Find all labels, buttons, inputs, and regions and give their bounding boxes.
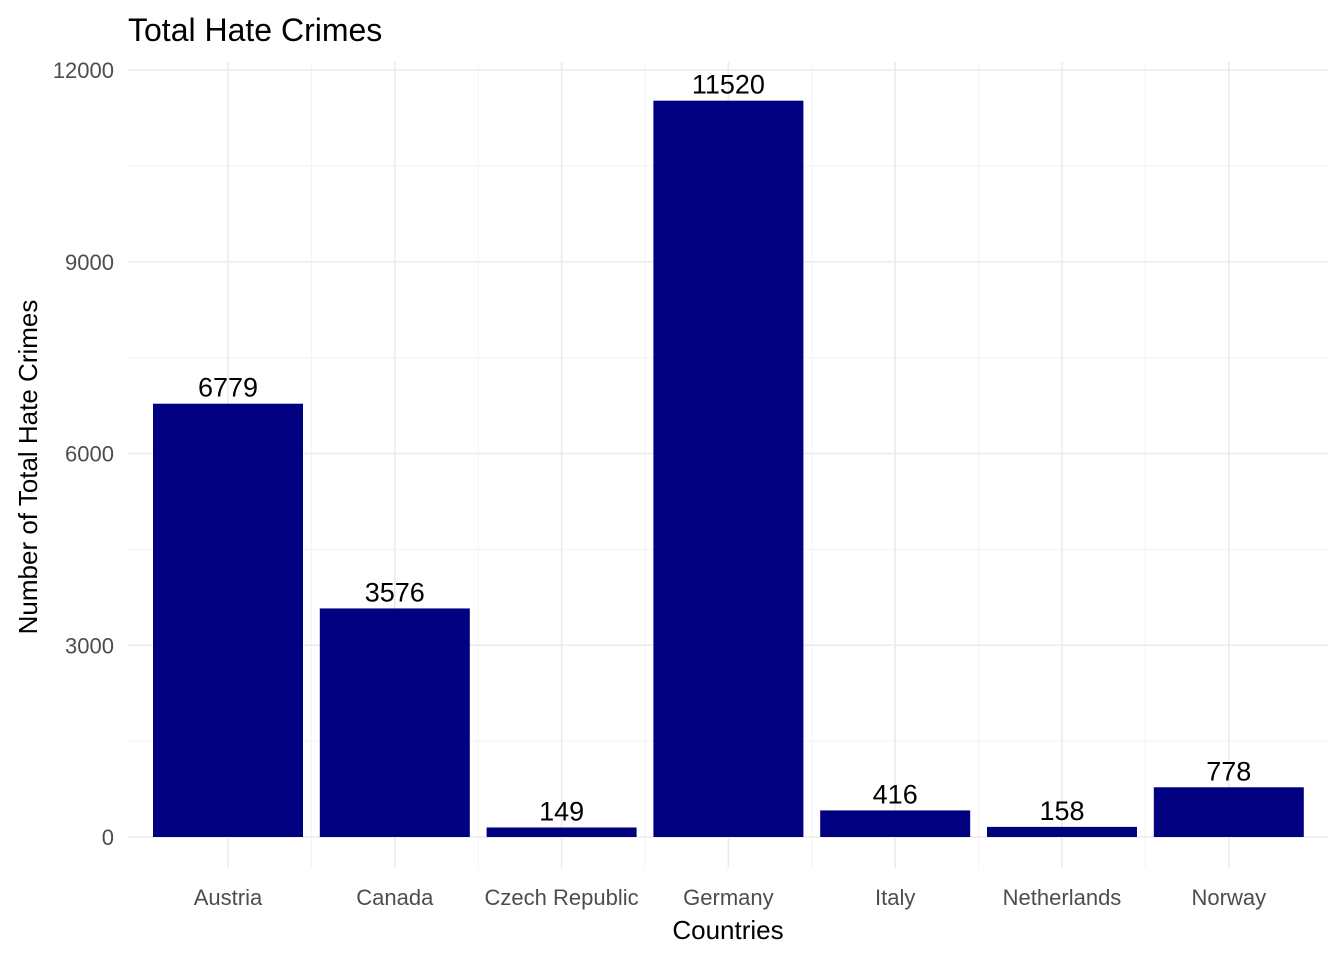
bar-value-label: 149 [539, 796, 584, 826]
x-tick-label: Netherlands [1003, 885, 1122, 910]
y-tick-label: 6000 [65, 442, 114, 467]
value-labels: 6779 3576 149 11520 416 158 778 [198, 70, 1251, 827]
bar-value-label: 416 [873, 779, 918, 809]
y-tick-label: 3000 [65, 633, 114, 658]
x-tick-label: Austria [194, 885, 263, 910]
bars [153, 100, 1304, 838]
y-tick-label: 0 [102, 825, 114, 850]
bar-value-label: 3576 [365, 577, 425, 607]
bar [653, 100, 804, 838]
bar [486, 827, 637, 837]
x-tick-label: Italy [875, 885, 915, 910]
bar-value-label: 778 [1206, 756, 1251, 786]
chart-title: Total Hate Crimes [128, 12, 382, 48]
x-tick-label: Czech Republic [485, 885, 639, 910]
y-axis-ticks: 0 3000 6000 9000 12000 [53, 58, 114, 850]
y-tick-label: 12000 [53, 58, 114, 83]
y-tick-label: 9000 [65, 250, 114, 275]
x-tick-label: Germany [683, 885, 773, 910]
x-axis-ticks: Austria Canada Czech Republic Germany Italy N… [194, 885, 1266, 910]
bar [820, 810, 971, 837]
y-axis-title: Number of Total Hate Crimes [13, 300, 43, 635]
bar [987, 826, 1137, 837]
bar [319, 608, 470, 837]
bar-value-label: 11520 [692, 70, 765, 100]
x-axis-title: Countries [672, 915, 783, 945]
x-tick-label: Canada [356, 885, 434, 910]
bar [153, 403, 303, 837]
bar [1153, 787, 1304, 837]
x-tick-label: Norway [1192, 885, 1267, 910]
bar-value-label: 158 [1039, 796, 1084, 826]
bar-value-label: 6779 [198, 373, 258, 403]
